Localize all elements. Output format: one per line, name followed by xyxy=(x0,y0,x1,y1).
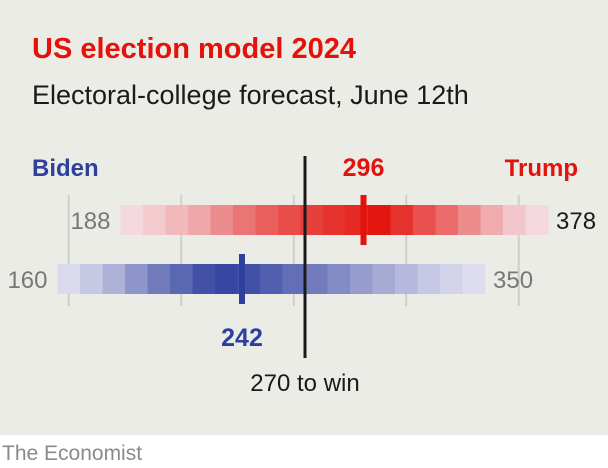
strip-bin-trump xyxy=(480,205,504,235)
strip-bin-trump xyxy=(525,205,549,235)
strip-bin-biden xyxy=(102,264,126,294)
strip-bin-biden xyxy=(462,264,486,294)
strip-bin-trump xyxy=(255,205,279,235)
strip-bin-trump xyxy=(165,205,189,235)
range-low-label-biden: 160 xyxy=(7,267,47,294)
strip-bin-biden xyxy=(305,264,328,294)
strip-bin-biden xyxy=(192,264,216,294)
electoral-forecast-chart: Biden Trump 188 378 160 350 296 242 270 to win xyxy=(7,154,596,397)
median-marker-trump xyxy=(360,195,367,245)
strip-bin-biden xyxy=(372,264,396,294)
strip-bin-trump xyxy=(413,205,436,235)
strip-bin-biden xyxy=(57,264,81,294)
strip-bin-trump xyxy=(210,205,234,235)
strip-bin-trump xyxy=(278,205,301,235)
strip-bin-biden xyxy=(260,264,283,294)
median-marker-biden xyxy=(239,254,245,304)
strip-bin-biden xyxy=(282,264,306,294)
strip-bin-trump xyxy=(390,205,414,235)
strip-bin-trump xyxy=(143,205,166,235)
strip-bin-biden xyxy=(417,264,441,294)
strip-bin-trump xyxy=(503,205,526,235)
strip-bin-trump xyxy=(435,205,459,235)
threshold-label: 270 to win xyxy=(250,370,359,397)
legend-label-trump: Trump xyxy=(505,155,578,182)
strip-bin-biden xyxy=(125,264,148,294)
source-credit: The Economist xyxy=(2,442,143,465)
strip-bin-trump xyxy=(233,205,256,235)
strip-bin-biden xyxy=(327,264,351,294)
strip-bin-biden xyxy=(215,264,238,294)
range-high-label-biden: 350 xyxy=(493,267,533,294)
strip-bin-biden xyxy=(395,264,418,294)
chart-title: US election model 2024 xyxy=(32,33,356,65)
chart-panel: US election model 2024 Electoral-college… xyxy=(0,0,608,435)
strip-bin-trump xyxy=(368,205,391,235)
strip-bin-biden xyxy=(350,264,373,294)
median-label-biden: 242 xyxy=(221,324,263,352)
strip-bin-biden xyxy=(170,264,193,294)
legend-label-biden: Biden xyxy=(32,155,99,182)
chart-subtitle: Electoral-college forecast, June 12th xyxy=(32,80,469,110)
range-low-label-trump: 188 xyxy=(70,208,110,235)
strip-bin-trump xyxy=(458,205,481,235)
range-high-label-trump: 378 xyxy=(556,208,596,235)
strip-bin-biden xyxy=(440,264,463,294)
strip-bin-trump xyxy=(323,205,346,235)
strip-bin-trump xyxy=(188,205,211,235)
median-label-trump: 296 xyxy=(343,154,385,182)
strip-bin-biden xyxy=(147,264,171,294)
strip-bin-biden xyxy=(80,264,103,294)
strip-bin-trump xyxy=(120,205,144,235)
